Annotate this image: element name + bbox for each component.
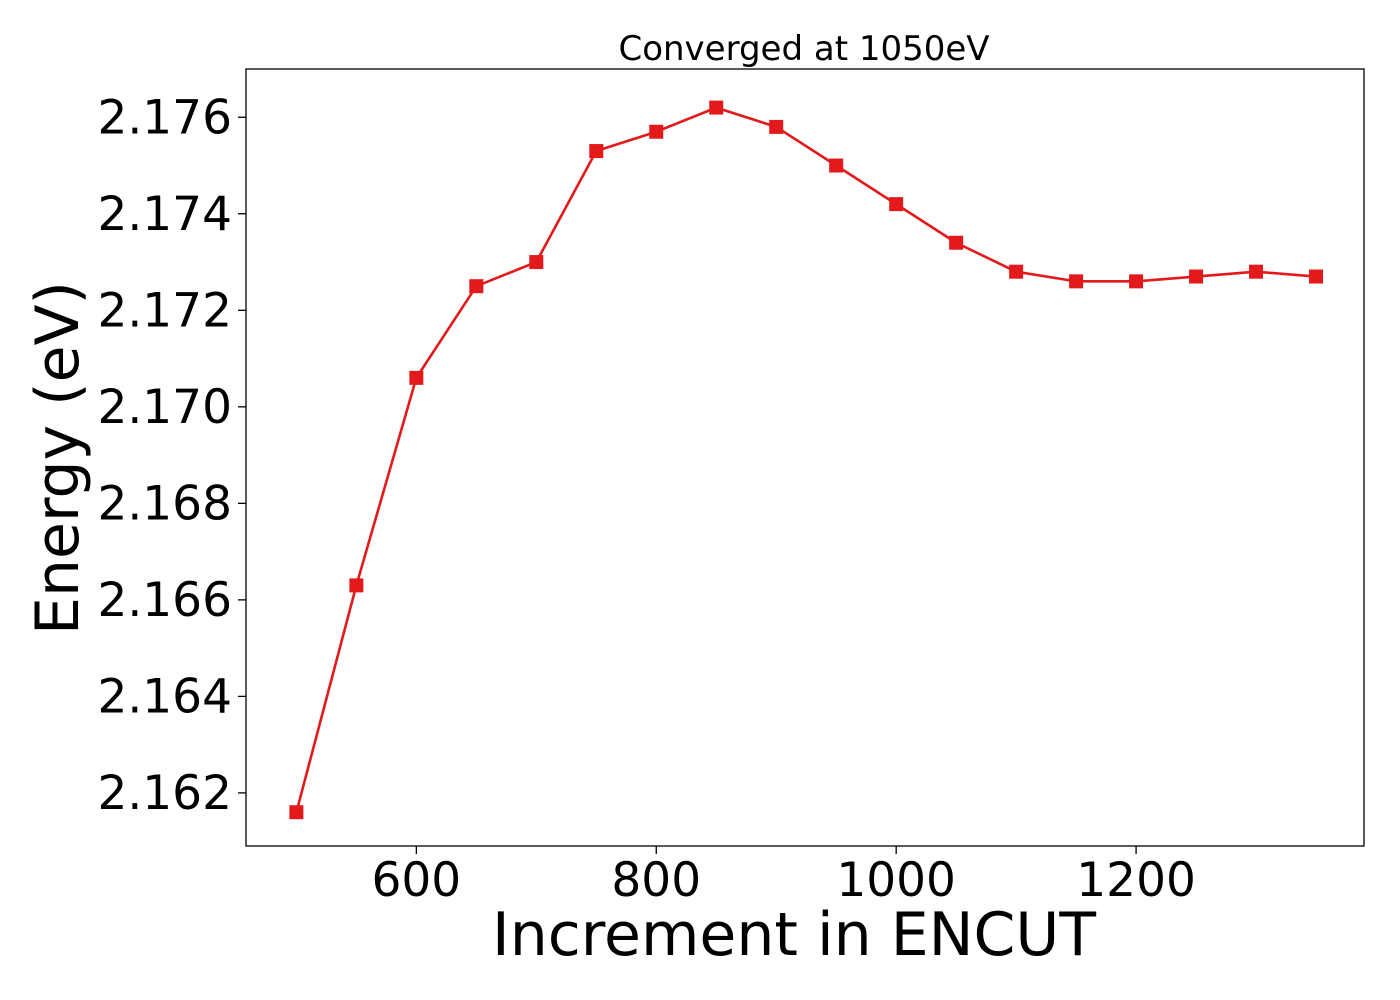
y-axis-ticks: 2.162 2.164 2.166 2.168 2.170 2.172 2.174 2.176 — [97, 90, 246, 821]
x-tick-label: 600 — [371, 853, 461, 908]
y-tick-label: 2.176 — [97, 90, 232, 145]
x-axis-ticks: 600 800 1000 1200 — [371, 846, 1196, 908]
data-point-marker — [889, 197, 904, 212]
data-point-marker — [589, 144, 604, 159]
data-point-marker — [289, 805, 304, 820]
data-point-marker — [829, 158, 844, 173]
x-axis-title: Increment in ENCUT — [492, 900, 1096, 970]
y-tick-label: 2.172 — [97, 283, 232, 338]
y-tick-label: 2.174 — [97, 187, 232, 242]
energy-series-line — [295, 106, 1317, 813]
chart-title: Converged at 1050eV — [618, 29, 989, 69]
plot-area-frame — [245, 68, 1365, 847]
y-axis-title: Energy (eV) — [23, 281, 93, 635]
data-point-marker — [529, 255, 544, 270]
data-point-marker — [469, 279, 484, 294]
data-point-marker — [949, 235, 964, 250]
data-point-marker — [1009, 264, 1024, 279]
data-point-marker — [1309, 269, 1324, 284]
data-point-marker — [1189, 269, 1204, 284]
data-point-marker — [409, 370, 424, 385]
data-point-marker — [1249, 264, 1264, 279]
x-tick-label: 1000 — [836, 853, 956, 908]
data-point-marker — [349, 578, 364, 593]
x-tick-label: 800 — [611, 853, 701, 908]
data-point-marker — [649, 124, 664, 139]
y-tick-label: 2.162 — [97, 766, 232, 821]
x-tick-label: 1200 — [1076, 853, 1196, 908]
y-tick-label: 2.168 — [97, 476, 232, 531]
data-point-marker — [769, 119, 784, 134]
data-point-marker — [1129, 274, 1144, 289]
y-tick-label: 2.166 — [97, 573, 232, 628]
data-point-marker — [709, 100, 724, 115]
data-point-marker — [1069, 274, 1084, 289]
y-tick-label: 2.164 — [97, 669, 232, 724]
y-tick-label: 2.170 — [97, 380, 232, 435]
series-layer — [289, 100, 1324, 820]
